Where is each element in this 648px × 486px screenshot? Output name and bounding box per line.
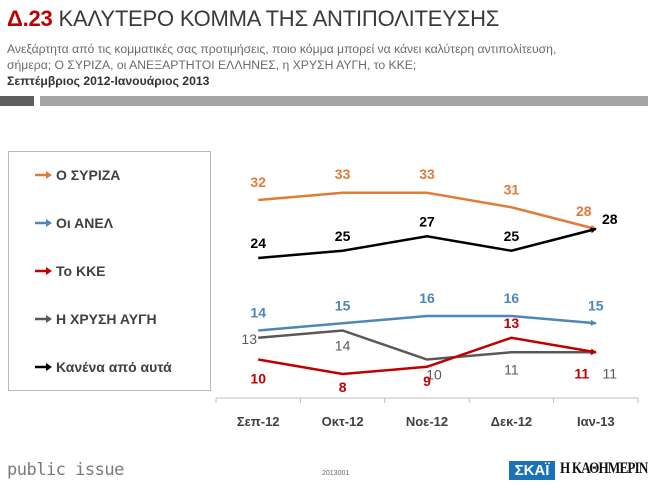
series-line-3 xyxy=(258,329,597,361)
series-line-1 xyxy=(258,314,597,332)
series-line-2 xyxy=(257,336,597,376)
data-label: 15 xyxy=(335,297,351,313)
data-label: 33 xyxy=(419,166,435,182)
data-label: 13 xyxy=(504,315,520,331)
data-label: 24 xyxy=(250,235,266,251)
x-tick-label: Οκτ-12 xyxy=(322,414,364,429)
data-label: 11 xyxy=(504,361,519,377)
page-title: Δ.23 ΚΑΛΥΤΕΡΟ ΚΟΜΜΑ ΤΗΣ ΑΝΤΙΠΟΛΙΤΕΥΣΗΣ xyxy=(7,6,499,32)
data-label: 16 xyxy=(504,290,520,306)
question-text: Ανεξάρτητα από τις κομματικές σας προτιμ… xyxy=(7,41,647,73)
series-line-0 xyxy=(258,191,597,231)
data-label: 10 xyxy=(426,367,442,383)
x-tick-label: Ιαν-13 xyxy=(577,414,615,429)
data-label: 27 xyxy=(419,213,435,229)
slide-code: Δ.23 xyxy=(7,6,53,31)
legend-item: Το ΚΚΕ xyxy=(35,263,106,279)
skai-logo: ΣΚΑΪ xyxy=(509,461,555,480)
survey-code: 2013001 xyxy=(322,470,350,477)
header-divider-dark xyxy=(0,96,34,106)
legend-arrow-icon xyxy=(35,171,52,179)
data-label: 8 xyxy=(339,379,347,395)
legend-arrow-icon xyxy=(35,267,52,275)
legend-label: Κανένα από αυτά xyxy=(56,359,172,375)
period-label: Σεπτέμβριος 2012-Ιανουάριος 2013 xyxy=(7,74,210,88)
data-label: 13 xyxy=(241,331,257,347)
data-label: 16 xyxy=(419,290,435,306)
legend-item: Κανένα από αυτά xyxy=(35,359,172,375)
data-label: 32 xyxy=(250,174,266,190)
data-label: 11 xyxy=(574,365,589,381)
legend-arrow-icon xyxy=(35,363,52,371)
legend-item: Ο ΣΥΡΙΖΑ xyxy=(35,167,120,183)
header-divider-light xyxy=(40,96,648,106)
data-label: 9 xyxy=(423,373,431,389)
question-line-2: σήμερα; Ο ΣΥΡΙΖΑ, οι ΑΝΕΞΑΡΤΗΤΟΙ ΕΛΛΗΝΕΣ… xyxy=(7,58,417,72)
data-label: 28 xyxy=(576,203,592,219)
chart-legend: Ο ΣΥΡΙΖΑ Οι ΑΝΕΛ Το ΚΚΕ Η ΧΡΥΣΗ ΑΥΓΗ Κανένα … xyxy=(8,151,211,391)
legend-label: Η ΧΡΥΣΗ ΑΥΓΗ xyxy=(56,311,157,327)
public-issue-logo: public issue xyxy=(7,460,124,480)
data-label: 25 xyxy=(335,228,351,244)
data-label: 28 xyxy=(602,211,618,227)
legend-item: Οι ΑΝΕΛ xyxy=(35,215,113,231)
data-label: 15 xyxy=(588,297,604,313)
series-line-4 xyxy=(258,227,597,260)
data-label: 33 xyxy=(335,166,351,182)
kathimerini-logo: Η ΚΑΘΗΜΕΡΙΝΗ xyxy=(560,460,648,477)
data-label: 31 xyxy=(504,181,520,197)
legend-label: Ο ΣΥΡΙΖΑ xyxy=(56,167,121,183)
legend-item: Η ΧΡΥΣΗ ΑΥΓΗ xyxy=(35,311,157,327)
data-label: 14 xyxy=(250,305,266,321)
x-tick-label: Σεπ-12 xyxy=(237,414,280,429)
data-label: 25 xyxy=(504,228,520,244)
legend-label: Οι ΑΝΕΛ xyxy=(56,215,114,231)
data-label: 14 xyxy=(335,338,351,354)
data-label: 10 xyxy=(250,371,266,387)
x-tick-label: Νοε-12 xyxy=(406,414,448,429)
question-line-1: Ανεξάρτητα από τις κομματικές σας προτιμ… xyxy=(7,42,557,56)
title-text: ΚΑΛΥΤΕΡΟ ΚΟΜΜΑ ΤΗΣ ΑΝΤΙΠΟΛΙΤΕΥΣΗΣ xyxy=(58,6,500,31)
x-tick-label: Δεκ-12 xyxy=(491,414,533,429)
data-label: 11 xyxy=(603,365,618,381)
legend-arrow-icon xyxy=(35,219,52,227)
legend-arrow-icon xyxy=(35,315,52,323)
legend-label: Το ΚΚΕ xyxy=(56,263,106,279)
